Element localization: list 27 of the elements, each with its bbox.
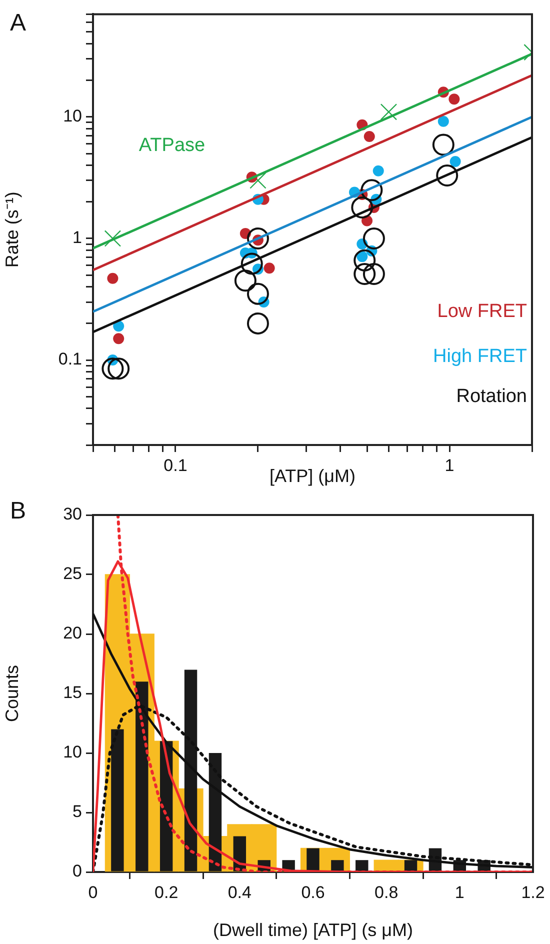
y-axis-title: Counts: [2, 664, 22, 722]
x-axis-title: (Dwell time) [ATP] (s μM): [212, 920, 414, 940]
y-tick-label: 10: [63, 742, 82, 762]
x-axis-title: [ATP] (μM): [269, 466, 356, 486]
text: Low FRET: [437, 301, 528, 322]
x-tick-label: 0.8: [374, 882, 398, 902]
y-tick-label: 5: [72, 802, 82, 822]
text: High FRET: [433, 346, 528, 368]
x-tick-label: 1.2: [521, 882, 545, 902]
y-tick-label: 0: [72, 862, 82, 881]
x-tick-label: 0.2: [154, 882, 178, 902]
chart-title: A: [10, 10, 26, 37]
y-tick-label: 0.1: [58, 350, 82, 369]
y-axis-title: Rate (s⁻¹): [2, 192, 22, 268]
y-tick-label: 10: [63, 106, 82, 126]
x-tick-label: 0.4: [228, 882, 252, 902]
x-tick-label: 0.6: [301, 882, 325, 902]
x-tick-label: 1: [454, 882, 464, 902]
y-tick-label: 15: [63, 683, 82, 702]
chart-title: B: [10, 498, 26, 525]
y-tick-label: 30: [63, 504, 82, 524]
y-tick-label: 25: [63, 564, 82, 584]
y-tick-label: 20: [63, 624, 82, 643]
x-tick-label: 0: [88, 882, 98, 902]
y-tick-label: 1: [72, 228, 82, 248]
text: ATPase: [138, 135, 206, 156]
text: Rotation: [456, 386, 527, 408]
